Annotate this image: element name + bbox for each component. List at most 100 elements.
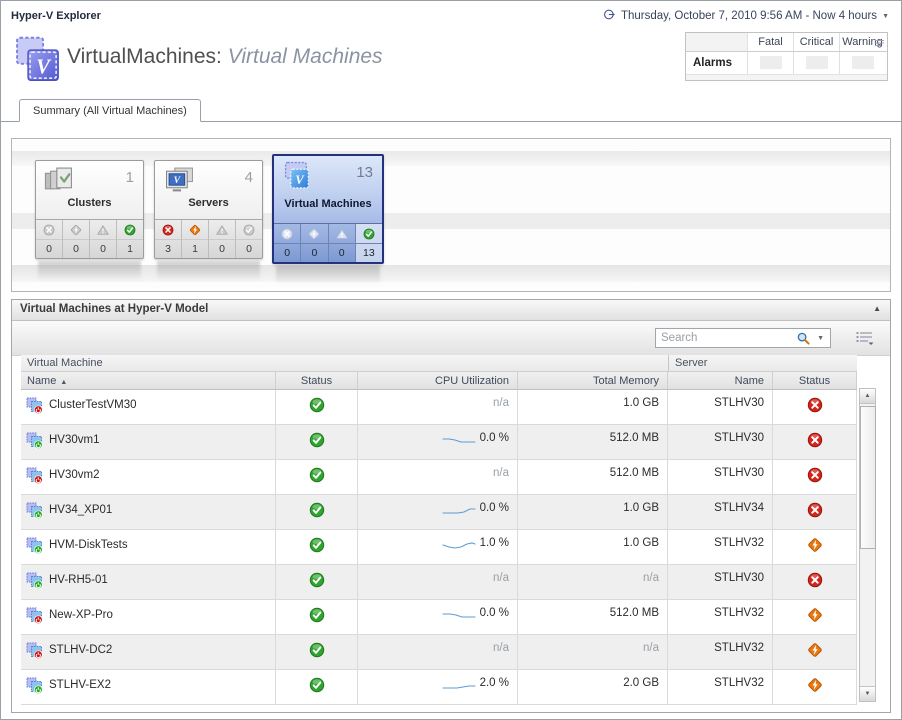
scroll-down-icon[interactable]: ▼ — [860, 686, 875, 701]
table-row[interactable]: HV30vm2n/a512.0 MBSTLHV30 — [21, 460, 857, 495]
tile-status-critical[interactable]: 1 — [181, 220, 208, 258]
tile-status-count: 3 — [155, 240, 181, 258]
tile-servers[interactable]: V4Servers3100 — [154, 160, 263, 259]
hyperv-explorer-screen: Hyper-V Explorer Thursday, October 7, 20… — [0, 0, 902, 720]
tile-status-count: 0 — [63, 240, 89, 258]
table-row[interactable]: STLHV-EX22.0 %2.0 GBSTLHV32 — [21, 670, 857, 705]
table-toolbar: ▼ — [12, 321, 890, 356]
scrollbar-thumb[interactable] — [860, 406, 876, 549]
tile-label: Servers — [155, 197, 262, 209]
table-row[interactable]: HVM-DiskTests1.0 %1.0 GBSTLHV32 — [21, 530, 857, 565]
table-row[interactable]: HV-RH5-01n/an/aSTLHV30 — [21, 565, 857, 600]
alarm-count-warning[interactable] — [839, 52, 885, 74]
cell-server-status — [773, 565, 857, 599]
tile-status-strip: 0001 — [36, 219, 143, 258]
time-range-caret-icon[interactable]: ▼ — [882, 13, 889, 20]
scroll-up-icon[interactable]: ▲ — [860, 389, 875, 404]
tile-count: 1 — [126, 169, 134, 186]
virtual-machines-page-icon: V — [14, 35, 64, 83]
tile-status-strip: 3100 — [155, 219, 262, 258]
table-scrollbar[interactable]: ▲ ▼ — [859, 388, 876, 702]
column-picker-icon[interactable] — [856, 331, 874, 348]
col-header-status[interactable]: Status — [276, 372, 358, 389]
cell-total-memory: n/a — [518, 635, 668, 669]
clusters-icon — [43, 166, 79, 196]
server-name: STLHV34 — [714, 502, 764, 529]
cell-server-name: STLHV32 — [668, 600, 773, 634]
tile-status-warning[interactable]: 0 — [328, 224, 355, 262]
table-row[interactable]: HV30vm10.0 %512.0 MBSTLHV30 — [21, 425, 857, 460]
col-header-name[interactable]: Name▲ — [21, 372, 276, 389]
servers-icon: V — [162, 166, 198, 197]
cpu-value: n/a — [493, 572, 509, 584]
table-row[interactable]: New-XP-Pro0.0 %512.0 MBSTLHV32 — [21, 600, 857, 635]
sort-ascending-icon: ▲ — [60, 379, 67, 386]
tile-status-fatal[interactable]: 0 — [36, 220, 62, 258]
memory-value: 512.0 MB — [610, 467, 659, 494]
status-fatal-icon — [807, 467, 823, 494]
cell-server-name: STLHV30 — [668, 460, 773, 494]
alarms-col-warning: Warning — [839, 33, 885, 51]
status-normal-icon — [309, 677, 325, 704]
tile-status-count: 0 — [274, 244, 300, 262]
tile-status-warning[interactable]: 0 — [89, 220, 116, 258]
tile-status-warning[interactable]: 0 — [208, 220, 235, 258]
fatal-icon — [274, 224, 300, 244]
alarm-count-fatal[interactable] — [747, 52, 793, 74]
col-header-server-name[interactable]: Name — [668, 372, 773, 389]
memory-value: n/a — [643, 572, 659, 599]
search-options-caret-icon[interactable]: ▼ — [817, 335, 824, 342]
tile-status-fatal[interactable]: 0 — [274, 224, 300, 262]
cell-total-memory: 1.0 GB — [518, 530, 668, 564]
server-name: STLHV32 — [714, 642, 764, 669]
svg-text:V: V — [174, 176, 181, 186]
alarm-count-critical[interactable] — [793, 52, 839, 74]
table-row[interactable]: ClusterTestVM30n/a1.0 GBSTLHV30 — [21, 390, 857, 425]
col-header-cpu-utilization[interactable]: CPU Utilization — [358, 372, 518, 389]
server-name: STLHV30 — [714, 467, 764, 494]
vm-icon-power-on — [26, 677, 43, 697]
warning-icon — [90, 220, 116, 240]
col-header-server-status[interactable]: Status — [773, 372, 857, 389]
vm-table: Virtual Machine Server Name▲ Status CPU … — [21, 355, 857, 705]
topology-tiles-section: 1Clusters0001V4Servers3100V13Virtual Mac… — [11, 138, 891, 292]
table-row[interactable]: STLHV-DC2n/an/aSTLHV32 — [21, 635, 857, 670]
tile-status-normal[interactable]: 1 — [116, 220, 143, 258]
alarms-table-menu-icon[interactable] — [875, 35, 884, 53]
memory-value: 512.0 MB — [610, 432, 659, 459]
time-range-selector[interactable]: Thursday, October 7, 2010 9:56 AM - Now … — [603, 8, 889, 24]
tile-status-normal[interactable]: 13 — [355, 224, 382, 262]
cell-server-status — [773, 530, 857, 564]
tile-status-count: 13 — [356, 244, 382, 262]
status-critical-icon — [807, 537, 823, 564]
tab-summary-all-virtual-machines[interactable]: Summary (All Virtual Machines) — [19, 99, 201, 122]
status-critical-icon — [807, 677, 823, 704]
tile-status-critical[interactable]: 0 — [62, 220, 89, 258]
status-normal-icon — [309, 432, 325, 459]
tile-status-normal[interactable]: 0 — [235, 220, 262, 258]
cpu-value: n/a — [493, 642, 509, 654]
cpu-value: 2.0 % — [480, 677, 509, 689]
svg-text:V: V — [36, 56, 52, 78]
server-name: STLHV30 — [714, 432, 764, 459]
cell-vm-name: ClusterTestVM30 — [21, 390, 276, 424]
critical-icon — [182, 220, 208, 240]
status-fatal-icon — [807, 502, 823, 529]
col-header-total-memory[interactable]: Total Memory — [518, 372, 668, 389]
cell-cpu-utilization: 2.0 % — [358, 670, 518, 704]
table-row[interactable]: HV34_XP010.0 %1.0 GBSTLHV34 — [21, 495, 857, 530]
tile-status-count: 0 — [36, 240, 62, 258]
alarms-col-critical: Critical — [793, 33, 839, 51]
tile-status-fatal[interactable]: 3 — [155, 220, 181, 258]
search-icon[interactable] — [796, 331, 811, 349]
search-input[interactable] — [656, 329, 801, 347]
vm-table-panel: Virtual Machines at Hyper-V Model ▲ ▼ Vi… — [11, 299, 891, 713]
cell-vm-status — [276, 425, 358, 459]
tile-clusters[interactable]: 1Clusters0001 — [35, 160, 144, 259]
status-normal-icon — [309, 537, 325, 564]
tile-reflection — [276, 265, 380, 285]
tile-virtual-machines[interactable]: V13Virtual Machines00013 — [272, 154, 384, 264]
panel-collapse-icon[interactable]: ▲ — [873, 304, 881, 313]
memory-value: 512.0 MB — [610, 607, 659, 634]
tile-status-critical[interactable]: 0 — [300, 224, 327, 262]
